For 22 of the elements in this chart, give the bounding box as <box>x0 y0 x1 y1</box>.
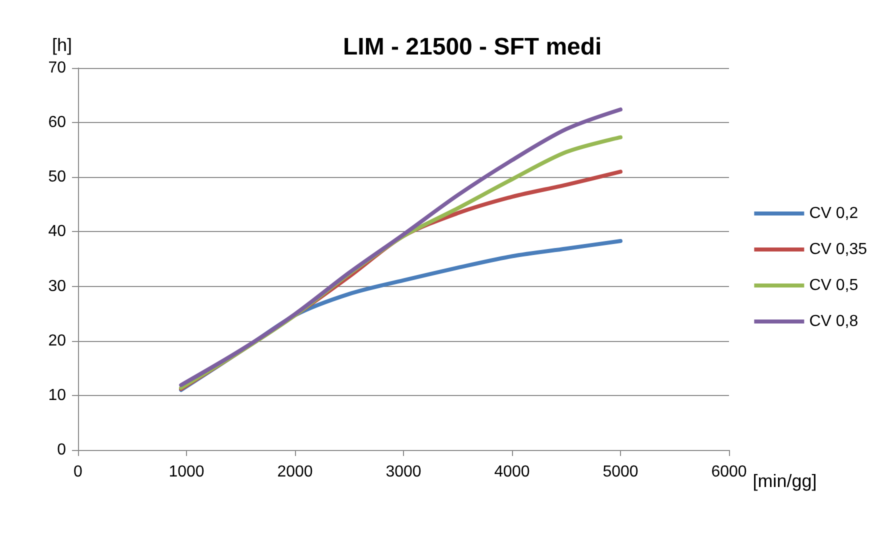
x-tick-label: 6000 <box>711 464 747 480</box>
x-tick-label: 2000 <box>277 464 313 480</box>
legend-label: CV 0,35 <box>809 241 868 258</box>
y-tick-label: 10 <box>48 386 66 404</box>
x-tick-label: 4000 <box>494 464 530 480</box>
x-tick-label: 1000 <box>168 464 204 480</box>
y-tick-label: 50 <box>48 168 66 186</box>
y-tick-label: 30 <box>48 278 66 295</box>
x-tick-label: 3000 <box>386 464 422 480</box>
y-tick-label: 0 <box>57 442 66 458</box>
legend-label: CV 0,8 <box>809 313 858 330</box>
x-tick-label: 0 <box>74 464 83 480</box>
y-tick-label: 20 <box>48 332 66 350</box>
y-tick-label: 40 <box>48 223 66 240</box>
y-tick-label: 70 <box>48 60 66 76</box>
x-axis-title: [min/gg] <box>752 471 817 491</box>
legend-label: CV 0,5 <box>809 277 858 294</box>
legend-label: CV 0,2 <box>809 205 858 222</box>
y-tick-label: 60 <box>48 114 66 132</box>
y-axis-title: [h] <box>52 35 72 55</box>
chart-title: LIM - 21500 - SFT medi <box>343 34 602 60</box>
x-tick-label: 5000 <box>602 464 638 480</box>
